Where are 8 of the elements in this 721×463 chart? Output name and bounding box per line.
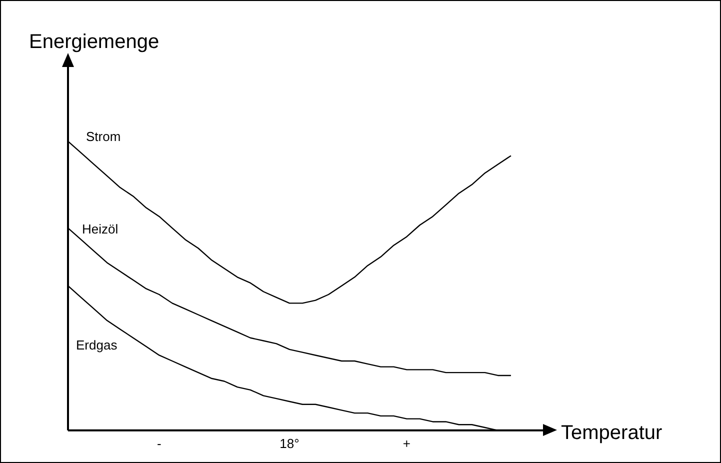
series-label: Heizöl [82,222,118,237]
x-tick-label: 18° [280,436,300,451]
x-tick-label: + [402,436,411,451]
series-label: Strom [86,128,121,144]
y-axis-title: Energiemenge [29,31,160,54]
x-axis-title: Temperatur [561,422,662,445]
series-label: Erdgas [76,337,118,352]
x-tick-label: - [157,436,162,451]
